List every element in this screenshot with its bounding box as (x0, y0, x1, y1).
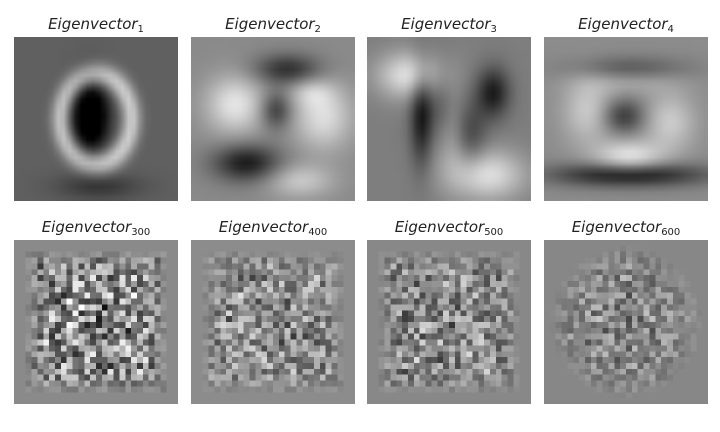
eigenvector-image (191, 240, 355, 404)
panel-title: Eigenvector2 (225, 15, 321, 35)
panel-title: Eigenvector4 (578, 15, 674, 35)
panel-title: Eigenvector400 (218, 218, 328, 238)
panel-title: Eigenvector1 (48, 15, 144, 35)
panel-title: Eigenvector3 (401, 15, 497, 35)
panel-title: Eigenvector600 (571, 218, 681, 238)
eigenvector-image (367, 37, 531, 201)
panel-title: Eigenvector500 (394, 218, 504, 238)
eigenvector-image (544, 37, 708, 201)
eigenvector-image (14, 37, 178, 201)
eigenvector-image (367, 240, 531, 404)
eigenvector-image (544, 240, 708, 404)
eigenvector-image (191, 37, 355, 201)
panel-title: Eigenvector300 (41, 218, 151, 238)
eigenvector-image (14, 240, 178, 404)
